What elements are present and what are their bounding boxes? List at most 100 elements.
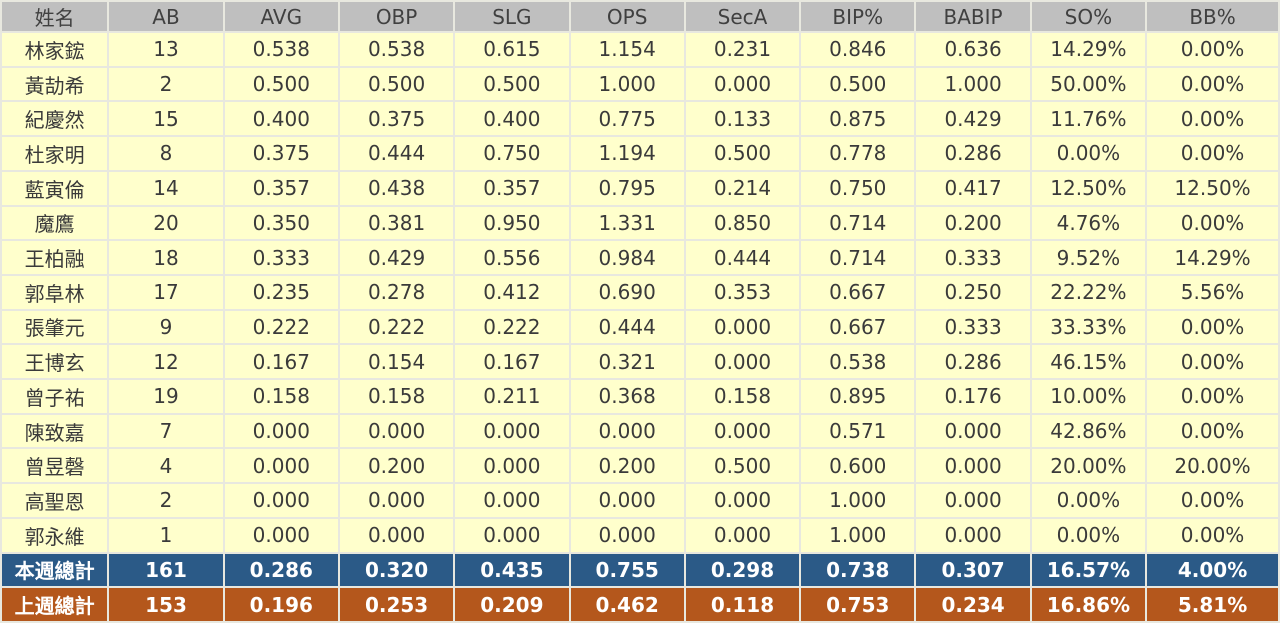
stat-cell: 0.000 <box>568 516 686 554</box>
player-name-cell: 魔鷹 <box>0 204 110 242</box>
total-stat-cell: 0.209 <box>453 586 571 623</box>
column-header: BB% <box>1145 0 1280 33</box>
stat-cell: 0.850 <box>683 204 802 242</box>
stat-cell: 2 <box>107 65 225 103</box>
stat-cell: 0.333 <box>914 308 1032 346</box>
stat-cell: 14 <box>107 169 225 207</box>
stat-cell: 0.690 <box>568 273 686 311</box>
column-header: AVG <box>222 0 340 33</box>
total-row-last-week: 上週總計 153 0.196 0.253 0.209 0.462 0.118 0.753 0.2… <box>0 586 1280 623</box>
stat-cell: 0.222 <box>337 308 456 346</box>
total-stat-cell: 5.81% <box>1145 586 1280 623</box>
stat-cell: 0.333 <box>914 239 1032 276</box>
stat-cell: 0.500 <box>683 447 802 485</box>
stat-cell: 50.00% <box>1029 65 1148 103</box>
stat-cell: 12.50% <box>1029 169 1148 207</box>
stat-cell: 0.000 <box>683 65 802 103</box>
stat-cell: 0.438 <box>337 169 456 207</box>
stat-cell: 0.00% <box>1029 135 1148 172</box>
stat-cell: 1.154 <box>568 31 686 68</box>
stat-cell: 0.368 <box>568 378 686 415</box>
stat-cell: 0.357 <box>453 169 571 207</box>
stat-cell: 10.00% <box>1029 378 1148 415</box>
stat-cell: 17 <box>107 273 225 311</box>
column-header: BIP% <box>799 0 917 33</box>
stat-cell: 0.000 <box>453 516 571 554</box>
stat-cell: 0.200 <box>568 447 686 485</box>
stat-cell: 0.895 <box>799 378 917 415</box>
stat-cell: 0.667 <box>799 308 917 346</box>
stat-cell: 0.950 <box>453 204 571 242</box>
stat-cell: 0.500 <box>453 65 571 103</box>
stat-cell: 0.875 <box>799 100 917 138</box>
total-stat-cell: 0.435 <box>453 551 571 589</box>
stat-cell: 0.00% <box>1145 31 1280 68</box>
stat-cell: 20 <box>107 204 225 242</box>
table-row: 魔鷹 20 0.350 0.381 0.950 1.331 0.850 0.714 0.200 4… <box>0 204 1280 242</box>
total-stat-cell: 153 <box>107 586 225 623</box>
stat-cell: 0.500 <box>337 65 456 103</box>
stat-cell: 0.231 <box>683 31 802 68</box>
stat-cell: 0.000 <box>222 516 340 554</box>
stat-cell: 42.86% <box>1029 412 1148 450</box>
stat-cell: 0.714 <box>799 204 917 242</box>
total-stat-cell: 0.738 <box>799 551 917 589</box>
stat-cell: 0.000 <box>683 412 802 450</box>
stat-cell: 0.000 <box>683 308 802 346</box>
stat-cell: 0.000 <box>914 412 1032 450</box>
stat-cell: 0.286 <box>914 343 1032 381</box>
stat-cell: 0.000 <box>453 412 571 450</box>
stat-cell: 0.357 <box>222 169 340 207</box>
stat-cell: 0.636 <box>914 31 1032 68</box>
stat-cell: 0.538 <box>337 31 456 68</box>
column-header: 姓名 <box>0 0 110 33</box>
stat-cell: 1.000 <box>914 65 1032 103</box>
stat-cell: 18 <box>107 239 225 276</box>
table-row: 王柏融 18 0.333 0.429 0.556 0.984 0.444 0.714 0.333… <box>0 239 1280 276</box>
stat-cell: 0.176 <box>914 378 1032 415</box>
stat-cell: 0.00% <box>1145 135 1280 172</box>
player-name-cell: 林家鋐 <box>0 31 110 68</box>
column-header: AB <box>107 0 225 33</box>
total-stat-cell: 0.118 <box>683 586 802 623</box>
table-row: 張肇元 9 0.222 0.222 0.222 0.444 0.000 0.667 0.333 3… <box>0 308 1280 346</box>
player-name-cell: 郭永維 <box>0 516 110 554</box>
stat-cell: 0.00% <box>1145 482 1280 519</box>
table-row: 曾昱磬 4 0.000 0.200 0.000 0.200 0.500 0.600 0.000 2… <box>0 447 1280 485</box>
stat-cell: 9 <box>107 308 225 346</box>
stat-cell: 1.000 <box>799 516 917 554</box>
stat-cell: 0.500 <box>222 65 340 103</box>
stat-cell: 0.750 <box>799 169 917 207</box>
stat-cell: 19 <box>107 378 225 415</box>
total-stat-cell: 0.298 <box>683 551 802 589</box>
table-row: 林家鋐 13 0.538 0.538 0.615 1.154 0.231 0.846 0.636… <box>0 31 1280 68</box>
stat-cell: 0.846 <box>799 31 917 68</box>
stat-cell: 0.222 <box>453 308 571 346</box>
stat-cell: 12 <box>107 343 225 381</box>
stat-cell: 0.412 <box>453 273 571 311</box>
stat-cell: 0.00% <box>1145 100 1280 138</box>
table-row: 高聖恩 2 0.000 0.000 0.000 0.000 0.000 1.000 0.000 0… <box>0 482 1280 519</box>
column-header: BABIP <box>914 0 1032 33</box>
total-stat-cell: 0.286 <box>222 551 340 589</box>
stat-cell: 4.76% <box>1029 204 1148 242</box>
total-stat-cell: 16.86% <box>1029 586 1148 623</box>
stat-cell: 0.200 <box>914 204 1032 242</box>
stat-cell: 0.00% <box>1145 204 1280 242</box>
stat-cell: 0.278 <box>337 273 456 311</box>
stat-cell: 0.00% <box>1145 378 1280 415</box>
stat-cell: 0.429 <box>337 239 456 276</box>
stat-cell: 0.158 <box>222 378 340 415</box>
stat-cell: 0.000 <box>453 447 571 485</box>
stat-cell: 0.00% <box>1145 412 1280 450</box>
stat-cell: 0.429 <box>914 100 1032 138</box>
stat-cell: 14.29% <box>1145 239 1280 276</box>
stat-cell: 4 <box>107 447 225 485</box>
stat-cell: 14.29% <box>1029 31 1148 68</box>
stats-table-body: 林家鋐 13 0.538 0.538 0.615 1.154 0.231 0.846 0.636… <box>0 31 1280 623</box>
table-row: 陳致嘉 7 0.000 0.000 0.000 0.000 0.000 0.571 0.000 4… <box>0 412 1280 450</box>
total-stat-cell: 16.57% <box>1029 551 1148 589</box>
stat-cell: 0.795 <box>568 169 686 207</box>
total-stat-cell: 4.00% <box>1145 551 1280 589</box>
